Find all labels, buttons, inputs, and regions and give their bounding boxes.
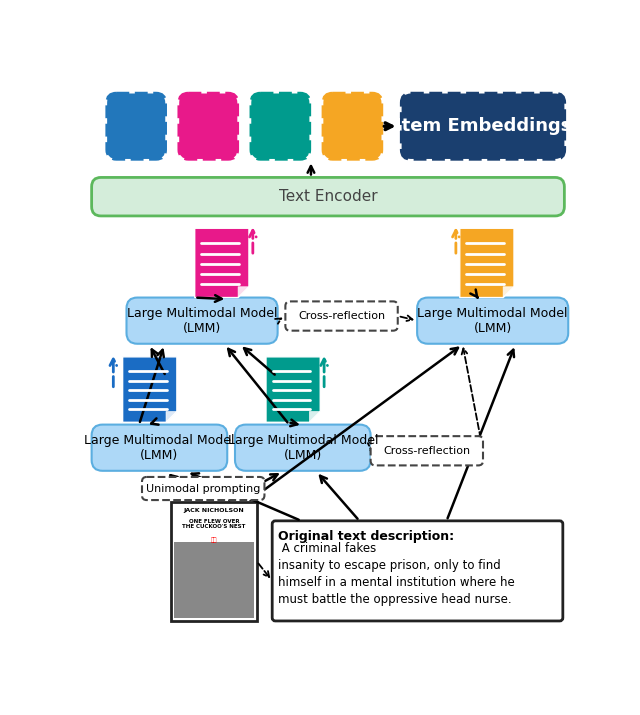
FancyBboxPatch shape bbox=[179, 94, 237, 159]
Polygon shape bbox=[460, 228, 514, 297]
FancyBboxPatch shape bbox=[285, 302, 397, 330]
FancyBboxPatch shape bbox=[174, 542, 254, 618]
Text: Large Multimodal Model
(LMM): Large Multimodal Model (LMM) bbox=[127, 307, 277, 335]
FancyBboxPatch shape bbox=[142, 477, 264, 500]
Polygon shape bbox=[503, 287, 514, 297]
FancyBboxPatch shape bbox=[235, 425, 371, 470]
FancyBboxPatch shape bbox=[127, 297, 278, 344]
FancyBboxPatch shape bbox=[371, 436, 483, 465]
Text: Unimodal prompting: Unimodal prompting bbox=[146, 483, 260, 493]
FancyBboxPatch shape bbox=[402, 94, 564, 159]
Polygon shape bbox=[238, 287, 249, 297]
Polygon shape bbox=[166, 412, 177, 423]
FancyBboxPatch shape bbox=[323, 94, 381, 159]
Text: Item Embeddings: Item Embeddings bbox=[395, 117, 571, 135]
Polygon shape bbox=[309, 412, 320, 423]
FancyBboxPatch shape bbox=[172, 502, 257, 621]
Polygon shape bbox=[123, 357, 177, 423]
Text: 🔴🔴: 🔴🔴 bbox=[211, 538, 218, 543]
Text: Large Multimodal Model
(LMM): Large Multimodal Model (LMM) bbox=[228, 434, 378, 462]
Text: Large Multimodal Model
(LMM): Large Multimodal Model (LMM) bbox=[84, 434, 235, 462]
Text: Large Multimodal Model
(LMM): Large Multimodal Model (LMM) bbox=[417, 307, 568, 335]
FancyBboxPatch shape bbox=[272, 521, 563, 621]
FancyBboxPatch shape bbox=[417, 297, 568, 344]
Text: Text Encoder: Text Encoder bbox=[278, 189, 378, 204]
Text: Original text description:: Original text description: bbox=[278, 530, 454, 543]
FancyBboxPatch shape bbox=[92, 177, 564, 216]
FancyBboxPatch shape bbox=[107, 94, 165, 159]
Polygon shape bbox=[266, 357, 320, 423]
Text: Cross-reflection: Cross-reflection bbox=[298, 311, 385, 321]
FancyBboxPatch shape bbox=[252, 94, 309, 159]
FancyBboxPatch shape bbox=[92, 425, 227, 470]
Polygon shape bbox=[195, 228, 249, 297]
Text: JACK NICHOLSON: JACK NICHOLSON bbox=[184, 508, 244, 513]
Text: Cross-reflection: Cross-reflection bbox=[383, 445, 470, 455]
Text: ONE FLEW OVER
THE CUCKOO'S NEST: ONE FLEW OVER THE CUCKOO'S NEST bbox=[182, 518, 246, 529]
Text: A criminal fakes
insanity to escape prison, only to find
himself in a mental ins: A criminal fakes insanity to escape pris… bbox=[278, 543, 515, 606]
